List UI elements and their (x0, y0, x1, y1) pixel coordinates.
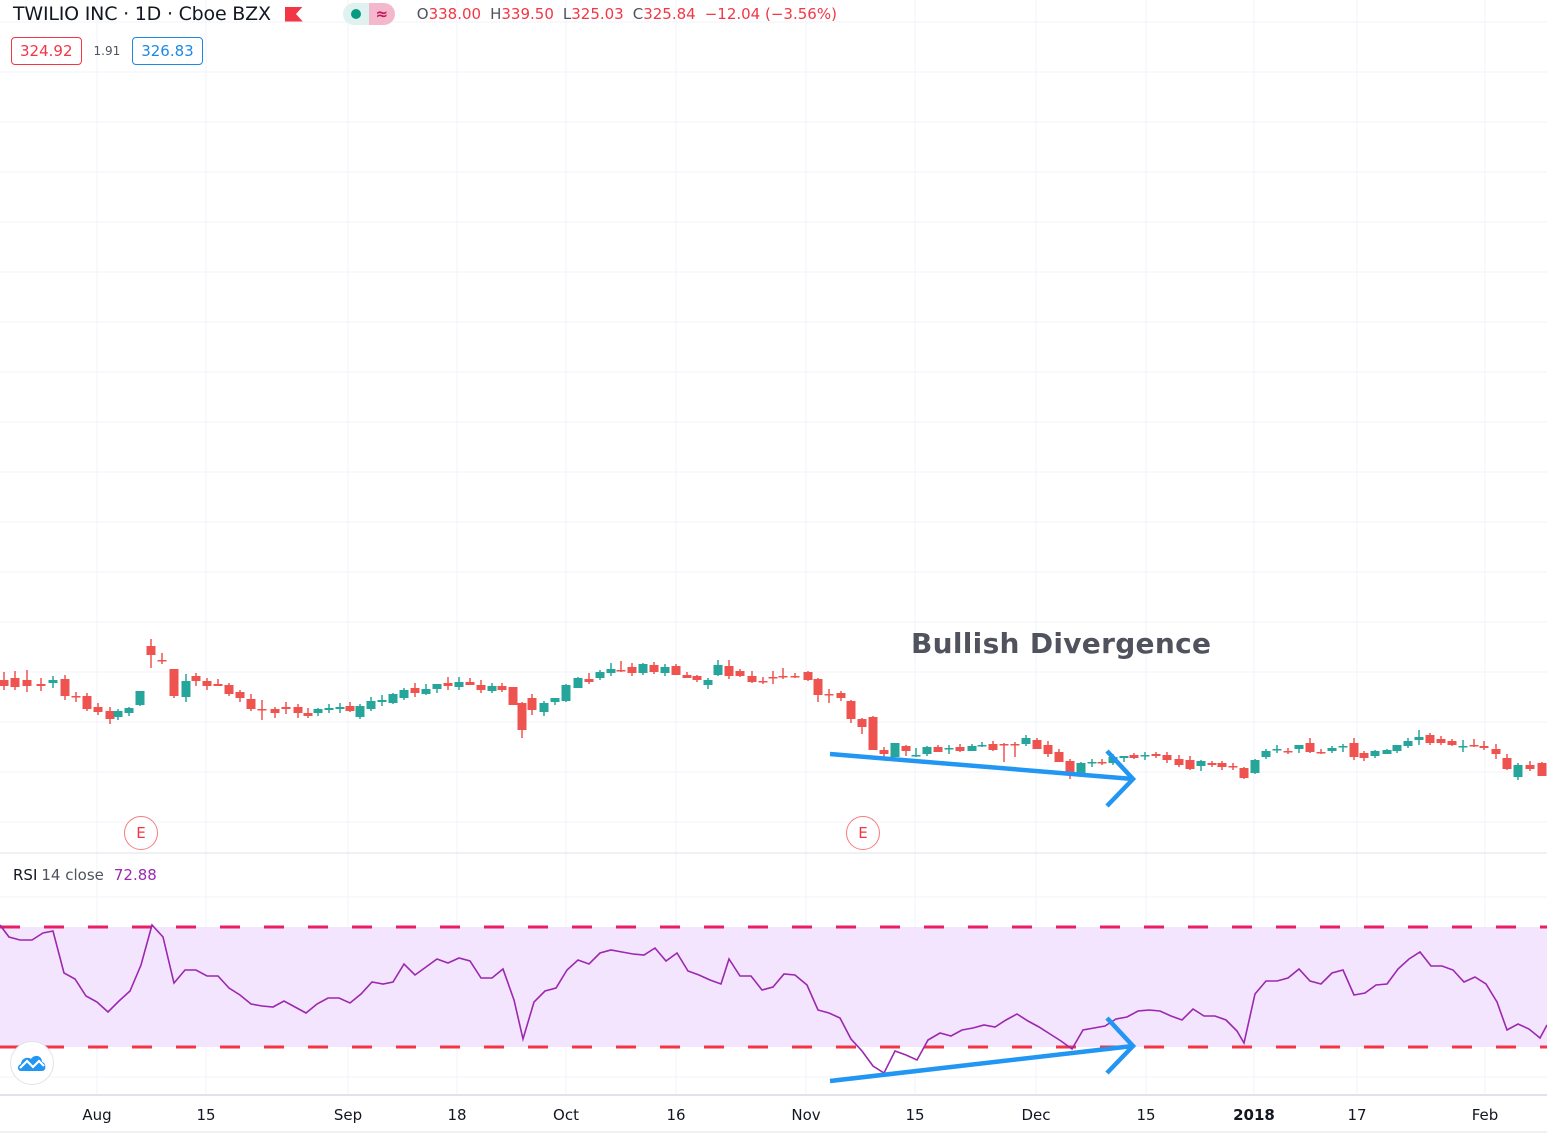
time-axis-label: Feb (1471, 1106, 1499, 1124)
market-open-dot-icon (350, 9, 361, 19)
symbol-title[interactable]: TWILIO INC · 1D · Cboe BZX (13, 3, 271, 25)
high-value: 339.50 (501, 5, 554, 23)
earnings-marker[interactable]: E (124, 816, 158, 850)
time-axis-label: 15 (905, 1106, 925, 1124)
time-axis-label: 18 (447, 1106, 467, 1124)
flag-icon[interactable] (284, 6, 303, 22)
trade-buttons: 324.92 1.91 326.83 (11, 37, 203, 65)
ohlc-values: O 338.00 H 339.50 L 325.03 C 325.84 −12.04 (… (417, 5, 846, 23)
spread-value: 1.91 (93, 44, 121, 58)
divergence-arrows[interactable] (829, 749, 1137, 1084)
symbol-legend[interactable]: TWILIO INC · 1D · Cboe BZX ≈ O 338.00 H 33… (13, 3, 846, 25)
rsi-name: RSI (13, 866, 38, 884)
rsi-params: 14 close (41, 866, 104, 884)
sell-price-button[interactable]: 324.92 (11, 37, 82, 65)
low-label: L (562, 5, 572, 23)
market-status-pill[interactable]: ≈ (342, 3, 395, 25)
time-axis-label: 15 (1136, 1106, 1156, 1124)
candlestick-series (0, 639, 1547, 780)
time-axis-label: 15 (196, 1106, 216, 1124)
rsi-value: 72.88 (113, 866, 157, 884)
rsi-line (0, 923, 1547, 1075)
approx-data-icon: ≈ (368, 3, 395, 25)
bullish-divergence-label[interactable]: Bullish Divergence (911, 627, 1212, 660)
time-axis-label: Nov (791, 1106, 821, 1124)
time-axis-label: 16 (666, 1106, 686, 1124)
time-axis-label: Sep (333, 1106, 363, 1124)
tradingview-logo[interactable] (10, 1041, 54, 1085)
time-axis-label: 2018 (1233, 1106, 1275, 1124)
open-label: O (416, 5, 429, 23)
open-value: 338.00 (428, 5, 482, 23)
time-axis-label: Aug (82, 1106, 112, 1124)
high-label: H (490, 5, 502, 23)
close-value: 325.84 (643, 5, 696, 23)
buy-price-button[interactable]: 326.83 (132, 37, 203, 65)
cloud-chart-icon (18, 1055, 46, 1071)
earnings-marker[interactable]: E (846, 816, 880, 850)
change-value: −12.04 (−3.56%) (704, 5, 837, 23)
low-value: 325.03 (571, 5, 624, 23)
rsi-legend[interactable]: RSI 14 close 72.88 (13, 866, 157, 884)
time-axis-label: Dec (1021, 1106, 1051, 1124)
time-axis-label: Oct (553, 1106, 579, 1124)
time-axis-label: 17 (1347, 1106, 1367, 1124)
close-label: C (632, 5, 644, 23)
